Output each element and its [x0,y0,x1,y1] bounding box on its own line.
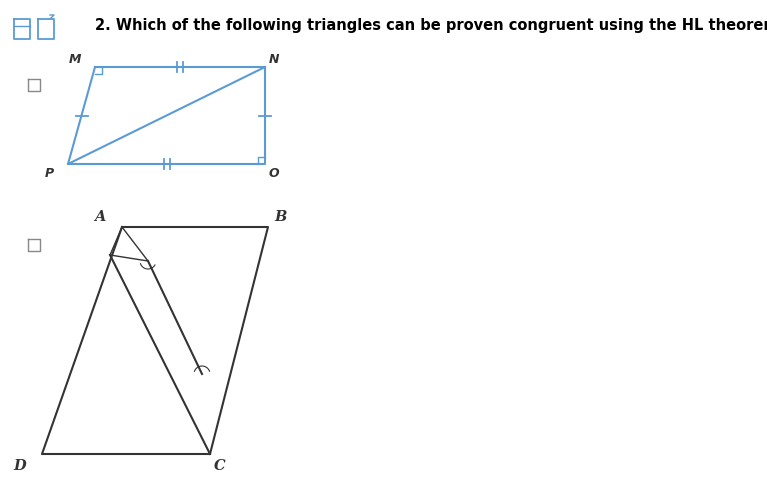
Text: D: D [13,458,26,472]
Text: B: B [274,210,286,224]
Text: M: M [68,53,81,66]
Text: N: N [269,53,279,66]
Text: A: A [94,210,106,224]
Text: 2. Which of the following triangles can be proven congruent using the HL theorem: 2. Which of the following triangles can … [95,18,767,33]
Text: O: O [269,167,280,180]
Text: C: C [214,458,225,472]
Text: P: P [45,167,54,180]
